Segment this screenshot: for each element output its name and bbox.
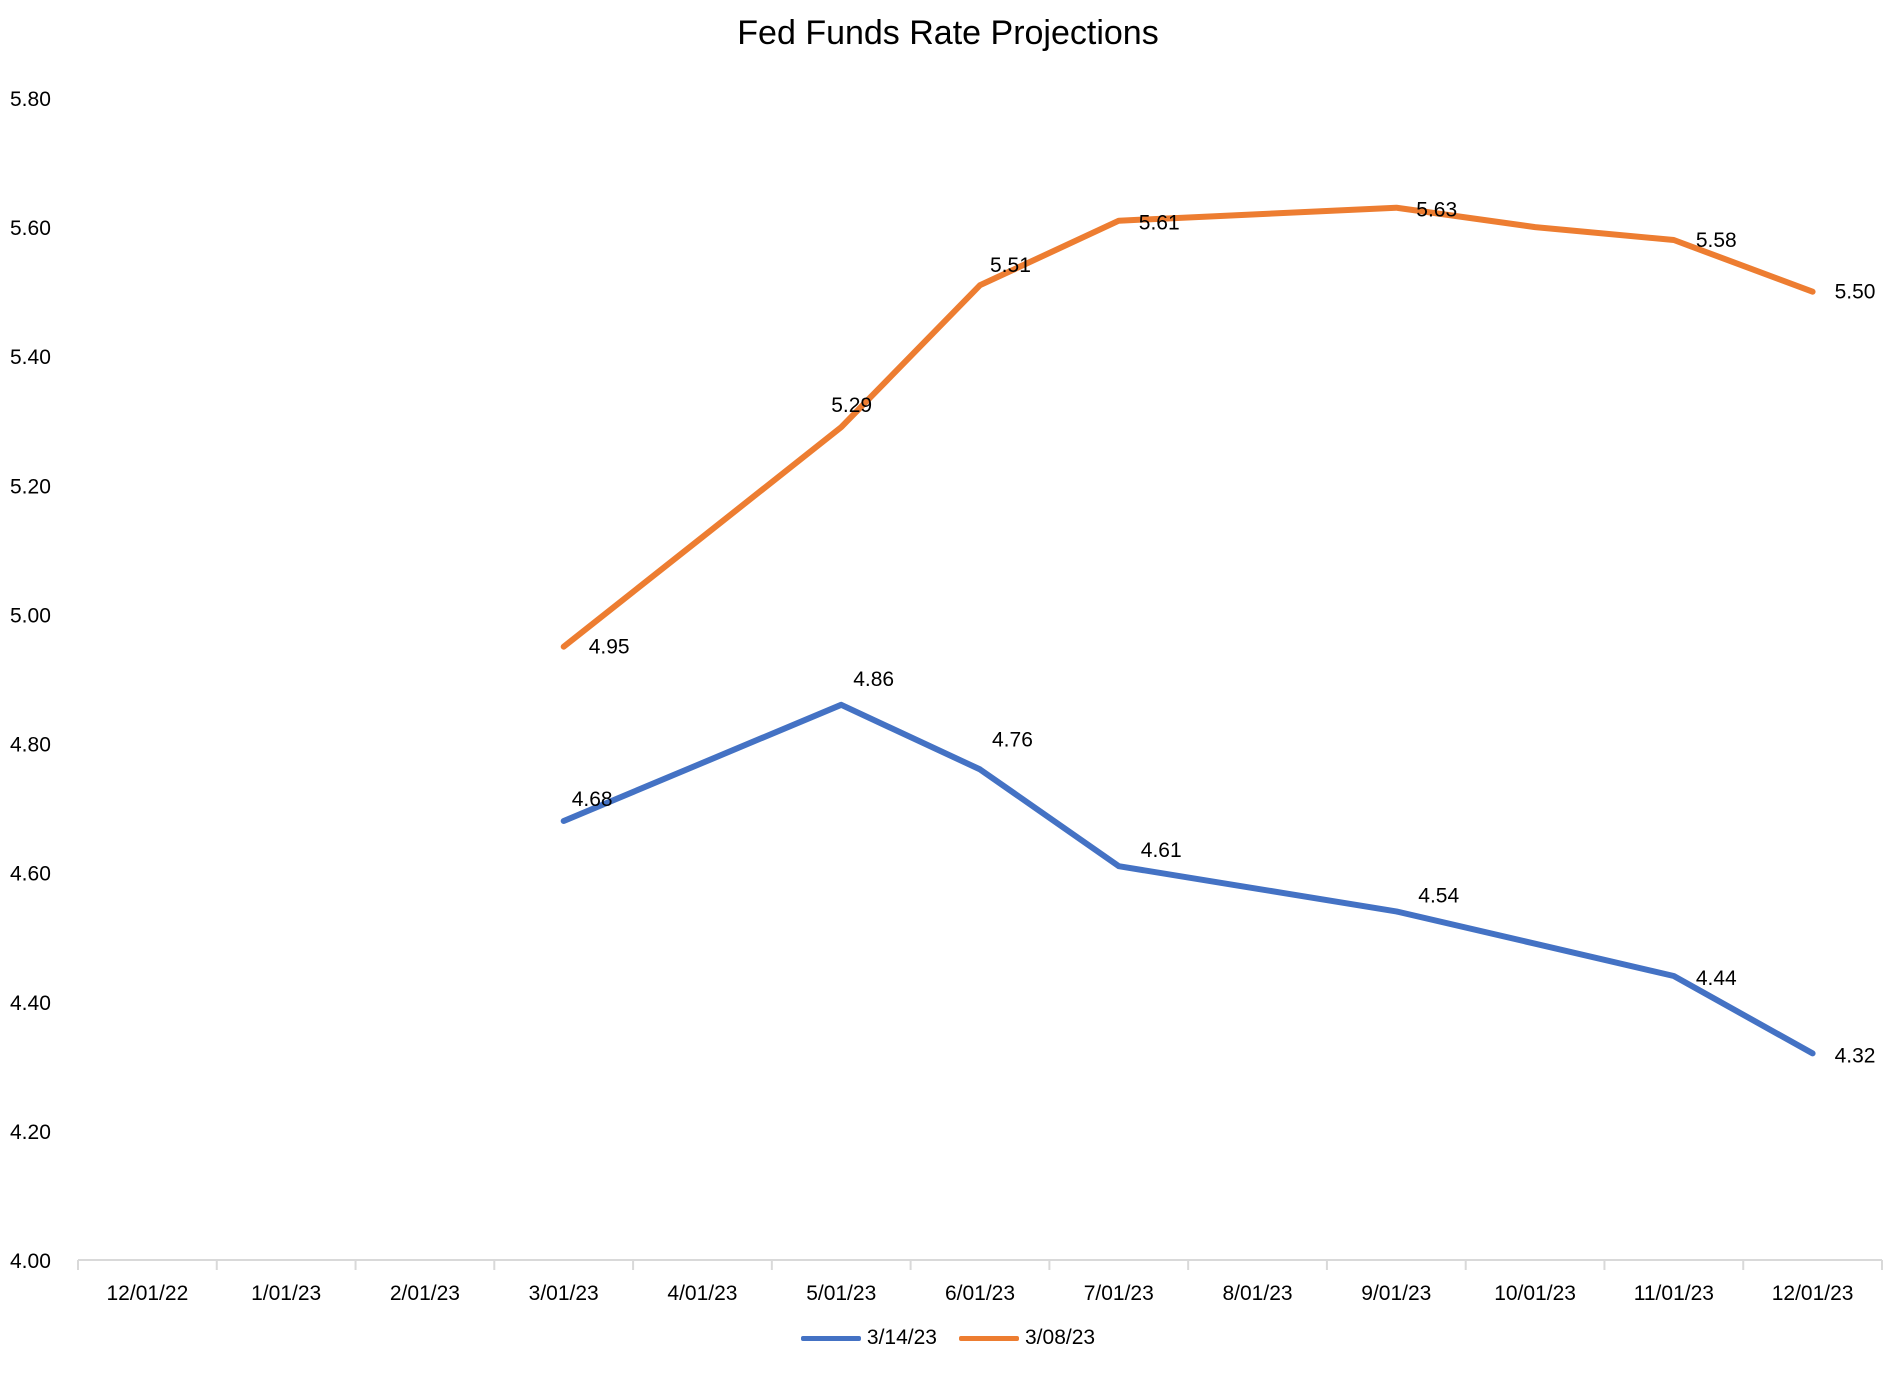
data-label: 5.63 (1416, 199, 1457, 222)
data-label: 5.61 (1139, 212, 1180, 235)
legend-item-series-1: 3/14/23 (800, 1326, 937, 1350)
legend-label-series-1: 3/14/23 (866, 1326, 937, 1349)
data-label: 4.44 (1696, 967, 1737, 990)
x-tick-label: 5/01/23 (806, 1282, 876, 1305)
data-label: 5.51 (990, 254, 1031, 277)
x-tick-label: 7/01/23 (1084, 1282, 1154, 1305)
y-tick-label: 5.80 (10, 88, 51, 111)
data-label: 4.54 (1418, 884, 1459, 907)
x-tick-label: 3/01/23 (529, 1282, 599, 1305)
legend: 3/14/23 3/08/23 (0, 1326, 1896, 1350)
x-tick-label: 10/01/23 (1494, 1282, 1576, 1305)
series-line-2 (560, 204, 1816, 650)
data-label: 4.86 (853, 668, 894, 691)
y-tick-label: 4.20 (10, 1121, 51, 1144)
data-label: 5.50 (1835, 281, 1876, 304)
legend-swatch-series-2 (959, 1335, 1019, 1341)
y-tick-label: 4.40 (10, 992, 51, 1015)
data-label: 4.32 (1835, 1044, 1876, 1067)
x-tick-label: 12/01/23 (1772, 1282, 1854, 1305)
data-label: 4.76 (992, 728, 1033, 751)
data-label: 5.58 (1696, 229, 1737, 252)
y-tick-label: 4.80 (10, 734, 51, 757)
legend-swatch-series-1 (800, 1335, 861, 1341)
x-tick-label: 2/01/23 (390, 1282, 460, 1305)
y-tick-label: 5.60 (10, 217, 51, 240)
legend-item-series-2: 3/08/23 (959, 1326, 1095, 1350)
x-tick-label: 1/01/23 (251, 1282, 321, 1305)
x-tick-label: 12/01/22 (107, 1282, 189, 1305)
chart-title: Fed Funds Rate Projections (737, 14, 1159, 52)
series-line-1 (560, 701, 1816, 1057)
x-tick-label: 9/01/23 (1361, 1282, 1431, 1305)
y-tick-label: 5.40 (10, 346, 51, 369)
x-tick-label: 6/01/23 (945, 1282, 1015, 1305)
y-tick-label: 4.00 (10, 1250, 51, 1273)
x-tick-label: 4/01/23 (667, 1282, 737, 1305)
data-label: 4.68 (572, 788, 613, 811)
x-tick-label: 11/01/23 (1634, 1282, 1714, 1305)
data-label: 5.29 (831, 394, 872, 417)
legend-label-series-2: 3/08/23 (1025, 1326, 1096, 1349)
y-tick-label: 5.20 (10, 475, 51, 498)
data-label: 4.61 (1141, 839, 1182, 862)
x-tick-label: 8/01/23 (1222, 1282, 1292, 1305)
data-label: 4.95 (589, 636, 630, 659)
y-tick-label: 4.60 (10, 863, 51, 886)
y-tick-label: 5.00 (10, 604, 51, 627)
